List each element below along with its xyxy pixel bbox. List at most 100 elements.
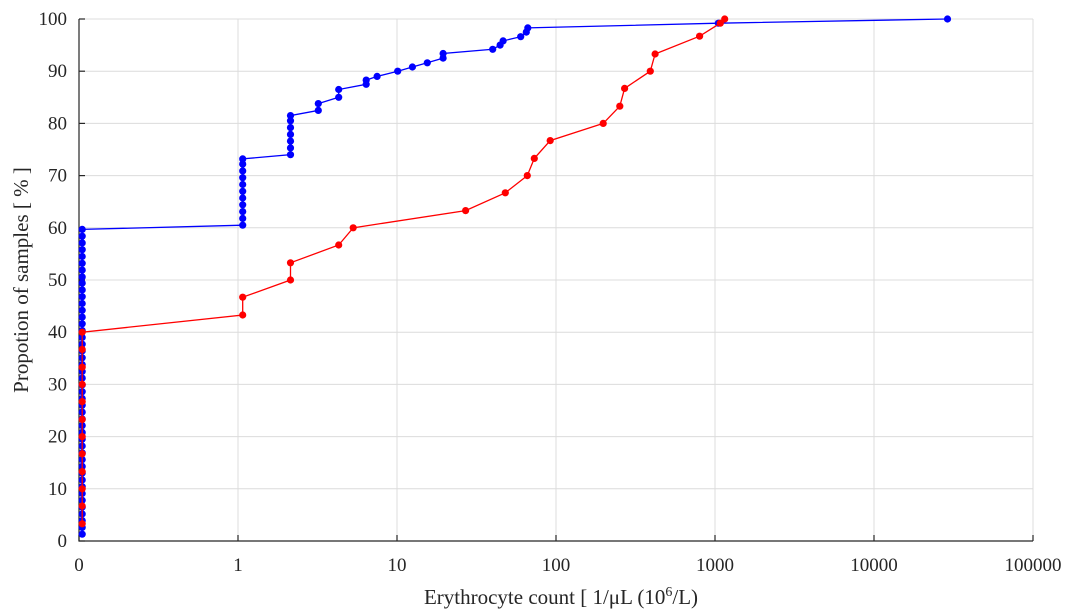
data-point xyxy=(78,380,86,388)
data-point xyxy=(517,33,525,41)
data-point xyxy=(78,246,86,254)
data-point xyxy=(286,117,295,125)
grid-lines xyxy=(79,18,1034,542)
data-point xyxy=(239,293,247,301)
data-point xyxy=(78,502,86,510)
data-point xyxy=(616,102,624,110)
y-tick-label: 80 xyxy=(48,113,67,134)
data-point xyxy=(239,214,247,222)
data-point xyxy=(286,151,295,159)
data-point xyxy=(335,241,343,249)
data-point xyxy=(651,50,659,58)
data-point xyxy=(78,520,86,528)
data-point xyxy=(439,49,447,58)
data-point xyxy=(499,37,507,45)
data-point xyxy=(78,433,86,441)
data-point xyxy=(423,59,431,67)
data-point xyxy=(621,84,629,92)
data-point xyxy=(78,363,86,371)
data-point xyxy=(78,293,86,301)
data-point xyxy=(78,345,86,353)
data-point xyxy=(78,266,86,274)
data-point xyxy=(78,415,86,423)
x-tick-label: 100000 xyxy=(1005,555,1062,576)
data-point xyxy=(78,225,86,233)
x-tick-label: 10000 xyxy=(850,555,898,576)
data-point xyxy=(373,72,381,80)
data-point xyxy=(943,15,952,23)
data-point xyxy=(78,450,86,458)
data-point xyxy=(239,221,247,229)
data-point xyxy=(239,194,247,202)
data-point xyxy=(286,276,295,284)
data-point xyxy=(286,124,295,132)
x-tick-label: 1000 xyxy=(696,555,734,576)
x-tick-label: 0 xyxy=(74,555,84,576)
data-point xyxy=(78,286,86,294)
data-point xyxy=(78,259,86,267)
data-point xyxy=(314,100,322,108)
data-point xyxy=(335,93,343,101)
data-point xyxy=(239,167,247,175)
data-point xyxy=(78,468,86,476)
data-point xyxy=(721,15,729,23)
data-point xyxy=(314,106,322,114)
series-line xyxy=(81,18,948,535)
data-point xyxy=(696,32,704,40)
y-tick-label: 90 xyxy=(48,61,67,82)
data-point xyxy=(286,144,295,152)
data-point xyxy=(78,328,86,336)
data-point xyxy=(78,279,86,287)
y-tick-label: 50 xyxy=(48,270,67,291)
data-point xyxy=(239,311,247,319)
data-point xyxy=(335,85,343,94)
x-axis-label: Erythrocyte count [ 1/μL (106/L) xyxy=(424,585,698,609)
y-tick-label: 70 xyxy=(48,166,67,187)
data-point xyxy=(239,180,247,189)
data-point xyxy=(78,306,86,314)
data-point xyxy=(239,174,247,182)
data-point xyxy=(394,67,402,75)
data-point xyxy=(239,187,247,195)
y-tick-label: 10 xyxy=(48,479,67,500)
series-line xyxy=(81,18,726,524)
data-point xyxy=(78,313,86,321)
data-point xyxy=(408,63,416,71)
y-tick-label: 40 xyxy=(48,322,67,343)
y-axis-label: Propotion of samples [ % ] xyxy=(9,167,33,393)
series-1 xyxy=(78,15,952,538)
axis-frame xyxy=(78,19,1033,542)
y-tick-label: 20 xyxy=(48,427,67,448)
data-point xyxy=(349,224,357,232)
data-point xyxy=(546,137,554,145)
data-point xyxy=(286,112,295,120)
data-point xyxy=(530,154,538,162)
data-point xyxy=(362,76,370,84)
data-point xyxy=(239,155,247,163)
y-tick-label: 0 xyxy=(58,531,68,552)
data-point xyxy=(524,24,532,32)
x-tick-label: 100 xyxy=(542,555,571,576)
x-tick-label: 1 xyxy=(233,555,243,576)
data-point xyxy=(78,232,86,240)
data-point xyxy=(462,207,470,215)
data-point xyxy=(501,189,509,197)
data-point xyxy=(78,485,86,493)
y-tick-labels: 0 10 20 30 40 50 60 70 80 90 100 xyxy=(39,9,68,552)
data-point xyxy=(78,320,86,328)
series-2 xyxy=(78,15,729,528)
data-point xyxy=(646,67,654,75)
y-tick-label: 30 xyxy=(48,374,67,395)
data-point xyxy=(78,530,86,538)
data-point xyxy=(239,208,247,216)
data-point xyxy=(78,299,86,308)
data-point xyxy=(239,201,247,209)
data-point xyxy=(286,259,295,267)
y-tick-label: 100 xyxy=(39,9,68,30)
x-tick-labels: 0 1 10 100 1000 10000 100000 xyxy=(74,555,1061,576)
data-point xyxy=(599,119,607,127)
data-point xyxy=(78,398,86,406)
data-point xyxy=(286,137,295,145)
data-point xyxy=(239,160,247,168)
